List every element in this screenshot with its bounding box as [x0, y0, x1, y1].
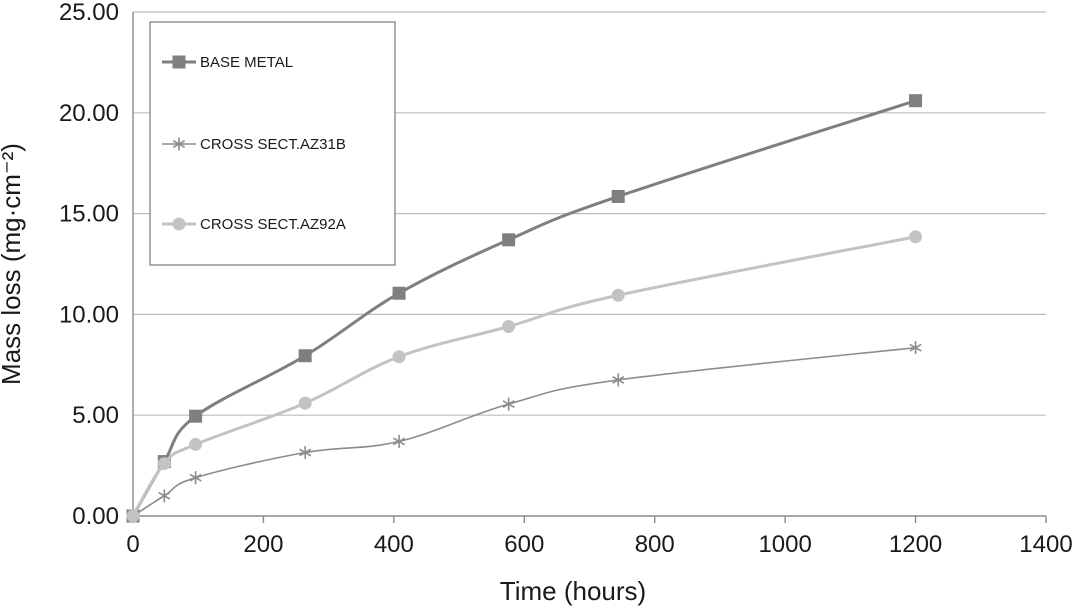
data-point	[909, 230, 923, 244]
series-2	[126, 230, 923, 523]
x-tick-label: 0	[126, 531, 139, 558]
axis-layer: 0.00 5.00 10.00 15.00 20.00 25.00 0 200 400 600 80…	[59, 0, 1073, 558]
legend-entry: CROSS SECT.AZ92A	[162, 216, 346, 233]
series-0	[126, 94, 923, 523]
data-point	[612, 373, 625, 387]
series-layer	[126, 94, 923, 523]
data-point	[392, 286, 406, 300]
x-axis-title: Time (hours)	[500, 576, 646, 606]
x-tick-label: 600	[504, 531, 544, 558]
x-tick-label: 800	[635, 531, 675, 558]
legend-marker	[172, 217, 186, 231]
data-point	[909, 94, 923, 108]
legend-label: BASE METAL	[200, 54, 293, 71]
data-point	[502, 319, 516, 333]
series-1	[126, 341, 922, 523]
data-point	[189, 437, 203, 451]
x-tick-label: 1000	[758, 531, 811, 558]
legend-marker	[172, 55, 186, 69]
data-point	[909, 341, 922, 355]
data-point	[392, 350, 406, 364]
x-tick-label: 1200	[889, 531, 942, 558]
legend: BASE METAL CROSS SECT.AZ31B CROSS SECT.AZ9…	[149, 21, 396, 266]
data-point	[393, 434, 406, 448]
legend-label: CROSS SECT.AZ31B	[200, 136, 346, 153]
series-line	[132, 346, 916, 517]
data-point	[158, 489, 171, 503]
data-point	[298, 396, 312, 410]
data-point	[299, 445, 312, 459]
legend-entry: BASE METAL	[162, 54, 293, 71]
y-tick-label: 0.00	[72, 503, 119, 530]
y-tick-label: 10.00	[59, 301, 119, 328]
data-point	[611, 189, 625, 203]
x-tick-label: 400	[374, 531, 414, 558]
data-point	[611, 288, 625, 302]
y-tick-label: 5.00	[72, 402, 119, 429]
legend-marker	[172, 137, 186, 151]
x-tick-label: 200	[243, 531, 283, 558]
y-tick-label: 20.00	[59, 100, 119, 127]
data-point	[502, 233, 516, 247]
x-tick-label: 1400	[1019, 531, 1072, 558]
y-tick-label: 25.00	[59, 0, 119, 26]
y-tick-label: 15.00	[59, 201, 119, 228]
data-point	[502, 397, 515, 411]
data-point	[157, 457, 171, 471]
series-line	[131, 235, 916, 517]
legend-label: CROSS SECT.AZ92A	[200, 216, 346, 233]
data-point	[189, 471, 202, 485]
y-axis-title: Mass loss (mg·cm⁻²)	[0, 143, 26, 385]
data-point	[298, 349, 312, 363]
data-point	[189, 409, 203, 423]
data-point	[126, 509, 140, 523]
legend-entry: CROSS SECT.AZ31B	[162, 136, 346, 153]
